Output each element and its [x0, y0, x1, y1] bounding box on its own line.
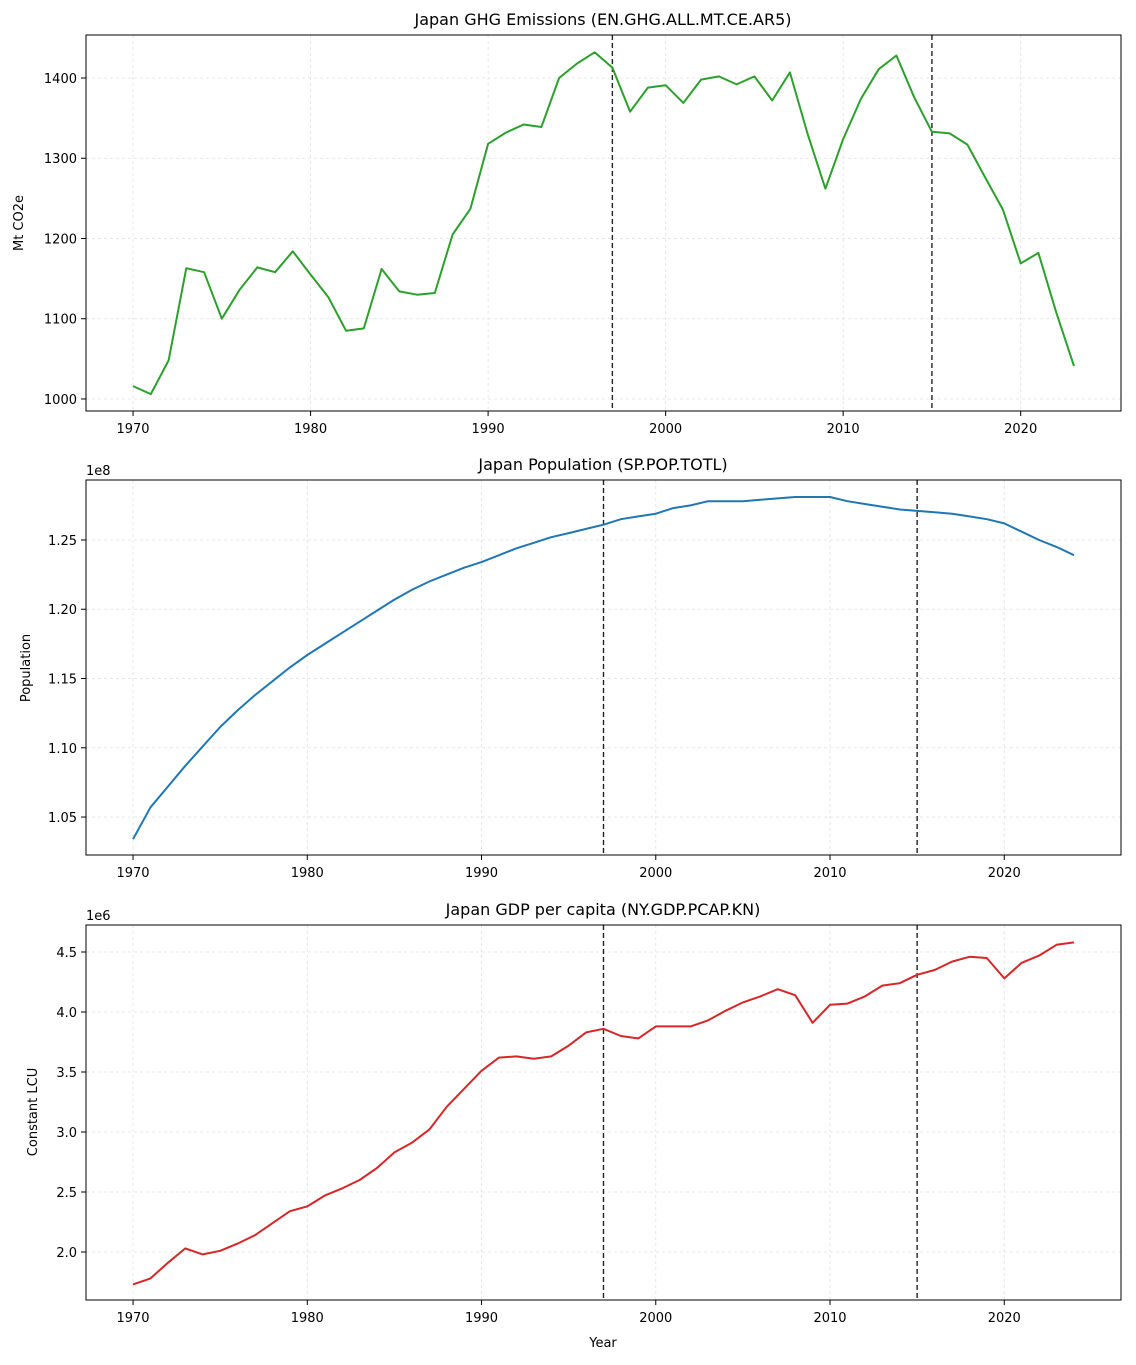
y-tick-label: 2.5	[56, 1186, 77, 1201]
y-tick-label: 1.10	[48, 742, 77, 757]
x-tick-label: 2020	[1004, 422, 1037, 437]
ghg-emissions-chart: Japan GHG Emissions (EN.GHG.ALL.MT.CE.AR…	[12, 10, 1122, 437]
y-tick-label: 1.05	[48, 811, 77, 826]
y-tick-label: 4.5	[56, 946, 77, 961]
y-tick-label: 1.20	[48, 603, 77, 618]
x-tick-label: 1980	[291, 866, 324, 881]
x-tick-label: 1980	[294, 422, 327, 437]
y-tick-label: 1.25	[48, 534, 77, 549]
x-tick-label: 2000	[649, 422, 682, 437]
y-tick-label: 4.0	[56, 1006, 77, 1021]
x-tick-label: 2010	[827, 422, 860, 437]
chart-title: Japan GHG Emissions (EN.GHG.ALL.MT.CE.AR…	[413, 10, 791, 29]
y-tick-label: 1100	[44, 313, 77, 328]
y-tick-label: 1000	[44, 393, 77, 408]
x-tick-label: 1990	[465, 1311, 498, 1326]
population-chart: Japan Population (SP.POP.TOTL) Populatio…	[19, 455, 1122, 881]
axes-frame	[85, 924, 1122, 1301]
y-tick-label: 3.5	[56, 1066, 77, 1081]
chart-title: Japan GDP per capita (NY.GDP.PCAP.KN)	[445, 900, 761, 919]
x-tick-label: 2020	[988, 866, 1021, 881]
x-tick-label: 2000	[639, 1311, 672, 1326]
y-tick-label: 1200	[44, 232, 77, 247]
y-tick-label: 1300	[44, 152, 77, 167]
y-tick-label: 1.15	[48, 673, 77, 688]
x-tick-label: 1990	[465, 866, 498, 881]
x-tick-label: 1970	[116, 422, 149, 437]
axes-frame	[85, 34, 1122, 412]
y-axis-label: Mt CO2e	[12, 195, 27, 251]
x-tick-label: 1990	[472, 422, 505, 437]
x-tick-label: 1970	[116, 866, 149, 881]
y-tick-label: 3.0	[56, 1126, 77, 1141]
x-tick-label: 1980	[291, 1311, 324, 1326]
y-tick-label: 2.0	[56, 1246, 77, 1261]
x-tick-label: 2010	[813, 1311, 846, 1326]
offset-label: 1e6	[86, 909, 111, 924]
series-line	[132, 496, 1075, 840]
series-line	[132, 51, 1075, 396]
y-axis-label: Constant LCU	[26, 1068, 41, 1156]
axes-frame	[85, 479, 1122, 856]
x-tick-label: 2020	[988, 1311, 1021, 1326]
y-tick-label: 1400	[44, 72, 77, 87]
offset-label: 1e8	[86, 464, 111, 479]
x-axis-label: Year	[588, 1336, 617, 1351]
y-axis-label: Population	[19, 634, 34, 702]
chart-title: Japan Population (SP.POP.TOTL)	[477, 455, 727, 474]
x-tick-label: 2010	[813, 866, 846, 881]
gdp-per-capita-chart: Japan GDP per capita (NY.GDP.PCAP.KN) Co…	[26, 900, 1122, 1351]
x-tick-label: 1970	[116, 1311, 149, 1326]
x-tick-label: 2000	[639, 866, 672, 881]
